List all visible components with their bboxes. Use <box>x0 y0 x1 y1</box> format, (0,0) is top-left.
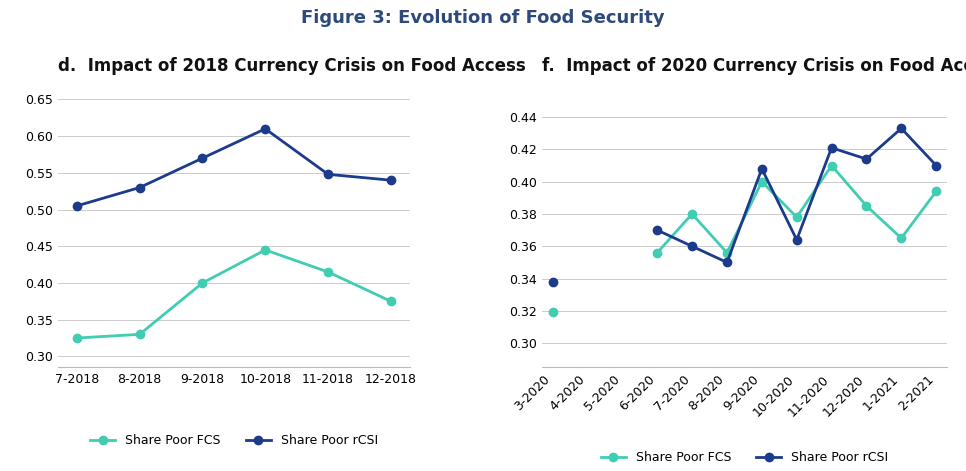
Share Poor FCS <box>71 335 83 341</box>
Share Poor FCS <box>197 280 209 286</box>
Share Poor FCS <box>260 247 271 253</box>
Share Poor rCSI <box>260 126 271 132</box>
Legend: Share Poor FCS, Share Poor rCSI: Share Poor FCS, Share Poor rCSI <box>596 446 894 469</box>
Share Poor rCSI <box>71 203 83 209</box>
Text: f.  Impact of 2020 Currency Crisis on Food Access: f. Impact of 2020 Currency Crisis on Foo… <box>542 57 966 75</box>
Share Poor FCS <box>385 299 397 304</box>
Share Poor rCSI <box>197 155 209 161</box>
Line: Share Poor FCS: Share Poor FCS <box>72 246 395 342</box>
Line: Share Poor rCSI: Share Poor rCSI <box>72 125 395 210</box>
Text: d.  Impact of 2018 Currency Crisis on Food Access: d. Impact of 2018 Currency Crisis on Foo… <box>58 57 526 75</box>
Share Poor rCSI <box>323 171 334 177</box>
Share Poor rCSI <box>385 178 397 183</box>
Legend: Share Poor FCS, Share Poor rCSI: Share Poor FCS, Share Poor rCSI <box>85 429 383 452</box>
Share Poor FCS <box>323 269 334 275</box>
Share Poor FCS <box>134 332 146 337</box>
Share Poor rCSI <box>134 185 146 190</box>
Text: Figure 3: Evolution of Food Security: Figure 3: Evolution of Food Security <box>301 9 665 27</box>
